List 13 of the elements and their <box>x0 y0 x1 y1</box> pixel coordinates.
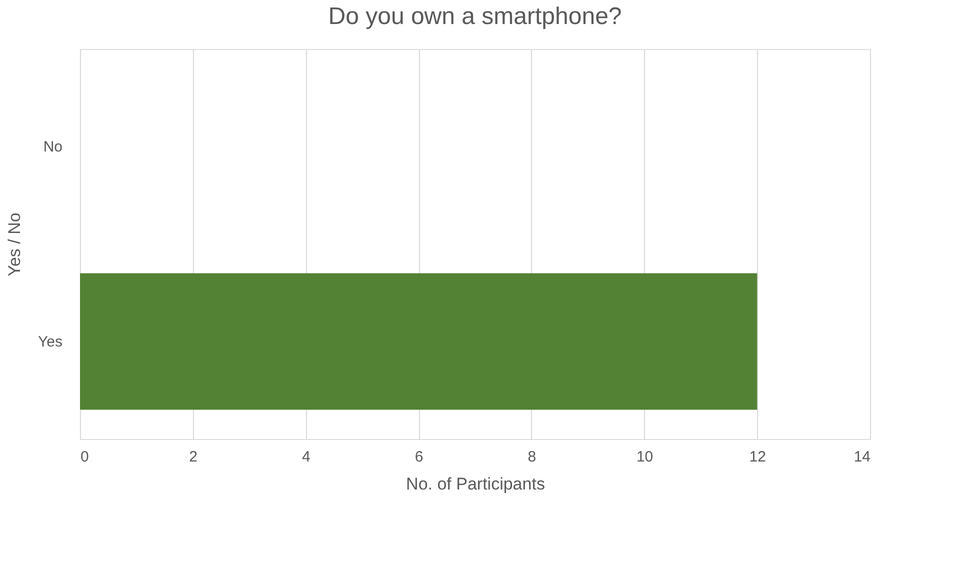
chart-title: Do you own a smartphone? <box>328 3 622 30</box>
x-tick-label: 4 <box>302 448 310 466</box>
x-tick-label: 12 <box>749 448 766 466</box>
x-tick-label: 14 <box>854 448 870 466</box>
x-axis-title: No. of Participants <box>406 474 545 494</box>
x-tick-label: 6 <box>414 448 424 466</box>
x-tick-label: 8 <box>528 448 536 466</box>
x-tick-label: 0 <box>80 448 89 466</box>
x-tick-label: 10 <box>636 448 654 466</box>
x-tick-label: 2 <box>189 448 198 466</box>
y-tick-label: No <box>43 138 62 156</box>
y-axis-title: Yes / No <box>5 212 24 276</box>
y-tick-label: Yes <box>38 334 62 350</box>
